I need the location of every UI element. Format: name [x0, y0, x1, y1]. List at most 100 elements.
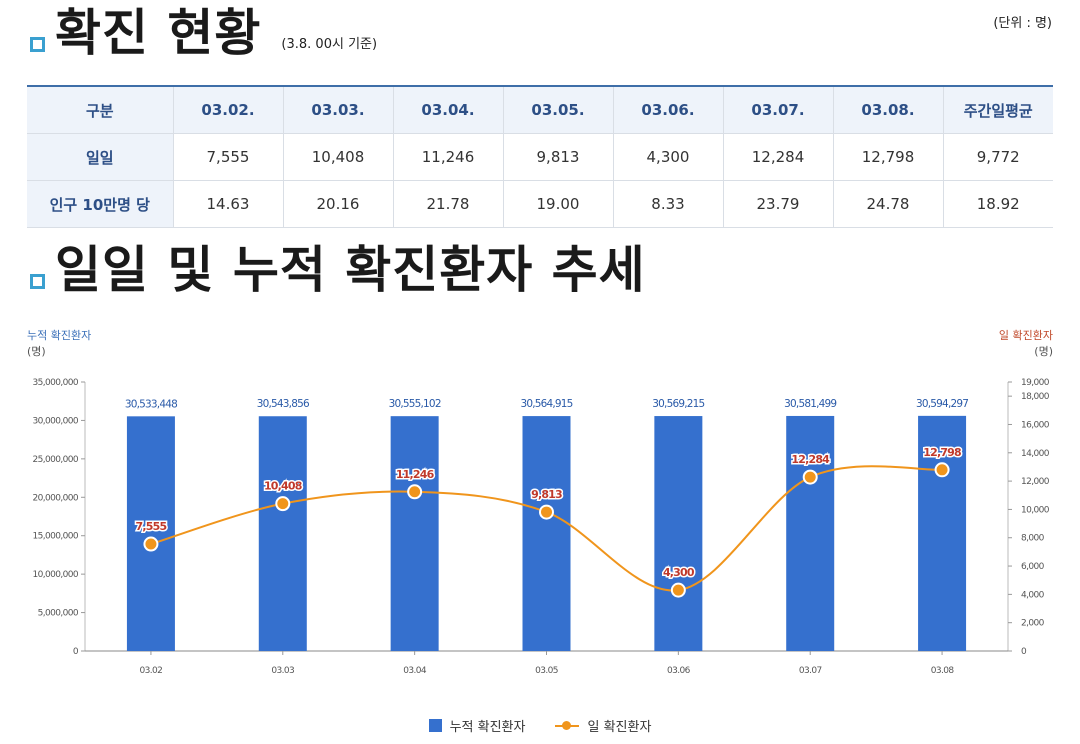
line-data-label: 7,555 [136, 520, 167, 533]
legend-label: 누적 확진환자 [449, 720, 526, 735]
table-row: 인구 10만명 당 14.63 20.16 21.78 19.00 8.33 2… [27, 180, 1053, 228]
bar-cumulative [654, 416, 703, 651]
legend-item-daily[interactable]: 일 확진환자 [555, 716, 651, 735]
table-cell: 12,798 [832, 133, 944, 181]
bar-data-label: 30,581,499 [784, 398, 836, 410]
y-tick-right-label: 6,000 [1021, 562, 1045, 572]
table-header-cell: 03.04. [392, 85, 504, 134]
x-tick-label: 03.08 [931, 666, 955, 676]
table-cell: 10,408 [282, 133, 394, 181]
section-heading-status: 확진 현황 (3.8. 00시 기준) [30, 8, 377, 58]
legend-swatch-line [555, 719, 580, 732]
bullet-square-icon [30, 274, 45, 289]
table-header-cell: 03.05. [502, 85, 614, 134]
y-tick-right-label: 10,000 [1021, 505, 1050, 515]
bar-data-label: 30,555,102 [389, 398, 441, 410]
trend-chart: 누적 확진환자 (명) 일 확진환자 (명) 35,000,000 30,000,000 2… [27, 328, 1053, 676]
table-header-cell: 03.08. [832, 85, 944, 134]
x-tick-label: 03.02 [140, 666, 163, 676]
line-data-label: 12,798 [923, 446, 961, 459]
y-tick-right-label: 16,000 [1021, 420, 1050, 430]
bar-data-label: 30,594,297 [916, 398, 968, 410]
line-data-label: 9,813 [531, 488, 562, 501]
y-tick-right-label: 8,000 [1021, 534, 1045, 544]
line-point-daily [539, 504, 554, 520]
table-cell: 8.33 [612, 180, 724, 228]
table-row-label: 인구 10만명 당 [27, 180, 174, 228]
section-subtitle: (3.8. 00시 기준) [281, 37, 378, 52]
y-axis-right-title: 일 확진환자 [999, 328, 1053, 342]
line-data-label: 10,408 [264, 480, 302, 493]
y-tick-right-label: 2,000 [1021, 619, 1045, 629]
y-tick-right-label: 12,000 [1021, 477, 1050, 487]
table-header-cell: 03.06. [612, 85, 724, 134]
bar-cumulative [786, 415, 835, 651]
table-header-cell: 03.02. [172, 85, 284, 134]
line-point-daily [143, 536, 159, 552]
y-tick-left-label: 5,000,000 [38, 609, 79, 619]
line-data-label: 4,300 [663, 566, 695, 579]
table-header-cell: 주간일평균 [942, 85, 1053, 134]
table-cell: 21.78 [392, 180, 504, 228]
x-tick-label: 03.05 [535, 666, 558, 676]
y-tick-left-label: 10,000,000 [32, 570, 78, 580]
bar-cumulative [918, 415, 967, 651]
bar-cumulative [522, 416, 571, 651]
y-tick-right-label: 19,000 [1021, 378, 1050, 388]
y-tick-left-label: 20,000,000 [32, 493, 78, 503]
table-cell: 19.00 [502, 180, 614, 228]
bar-cumulative [390, 416, 439, 651]
table-cell: 4,300 [612, 133, 724, 181]
y-tick-left-label: 15,000,000 [32, 532, 78, 542]
table-header-row: 구분 03.02. 03.03. 03.04. 03.05. 03.06. 03… [27, 85, 1053, 134]
bar-data-label: 30,543,856 [257, 398, 310, 410]
table-cell: 7,555 [172, 133, 284, 181]
section-heading-trend: 일일 및 누적 확진환자 추세 [30, 245, 646, 295]
line-point-daily [407, 484, 423, 500]
y-tick-right-label: 0 [1021, 647, 1027, 657]
legend-label: 일 확진환자 [587, 720, 652, 735]
table-cell: 24.78 [832, 180, 944, 228]
section-title: 일일 및 누적 확진환자 추세 [55, 241, 646, 299]
y-tick-right-label: 14,000 [1021, 449, 1050, 459]
unit-label: (단위 : 명) [993, 16, 1052, 31]
table-cell: 11,246 [392, 133, 504, 181]
table-cell: 18.92 [942, 180, 1053, 228]
line-data-label: 11,246 [396, 468, 435, 481]
x-tick-label: 03.07 [799, 666, 822, 676]
legend-item-cumulative[interactable]: 누적 확진환자 [428, 716, 526, 735]
line-point-daily [934, 462, 950, 478]
table-cell: 12,284 [722, 133, 834, 181]
line-point-daily [802, 469, 818, 485]
y-tick-left-label: 0 [73, 647, 79, 657]
table-row: 일일 7,555 10,408 11,246 9,813 4,300 12,28… [27, 133, 1053, 181]
table-row-label: 일일 [27, 133, 174, 181]
line-point-daily [275, 496, 291, 512]
line-data-label: 12,284 [791, 453, 830, 466]
table-cell: 14.63 [172, 180, 284, 228]
bar-data-label: 30,533,448 [125, 398, 177, 410]
bar-cumulative [258, 416, 307, 651]
bar-cumulative [126, 416, 175, 651]
y-tick-left-label: 25,000,000 [32, 455, 78, 465]
bar-data-label: 30,564,915 [520, 398, 572, 410]
bullet-square-icon [30, 37, 45, 52]
y-axis-left-title: 누적 확진환자 [27, 329, 91, 342]
table-header-cell: 구분 [27, 85, 174, 134]
line-point-daily [670, 582, 686, 598]
x-tick-label: 03.06 [667, 666, 691, 676]
table-header-cell: 03.03. [282, 85, 394, 134]
table-cell: 20.16 [282, 180, 394, 228]
x-tick-label: 03.04 [403, 666, 427, 676]
table-header-cell: 03.07. [722, 85, 834, 134]
y-axis-right-unit: (명) [1034, 345, 1053, 358]
legend-swatch-bar [428, 719, 442, 732]
y-tick-right-label: 18,000 [1021, 392, 1050, 402]
table-cell: 9,772 [942, 133, 1053, 181]
section-title: 확진 현황 [55, 4, 262, 62]
bar-data-label: 30,569,215 [652, 398, 704, 410]
y-axis-left-unit: (명) [27, 345, 46, 358]
y-tick-left-label: 30,000,000 [32, 416, 78, 426]
y-tick-left-label: 35,000,000 [32, 378, 78, 388]
stats-table: 구분 03.02. 03.03. 03.04. 03.05. 03.06. 03… [27, 85, 1053, 228]
